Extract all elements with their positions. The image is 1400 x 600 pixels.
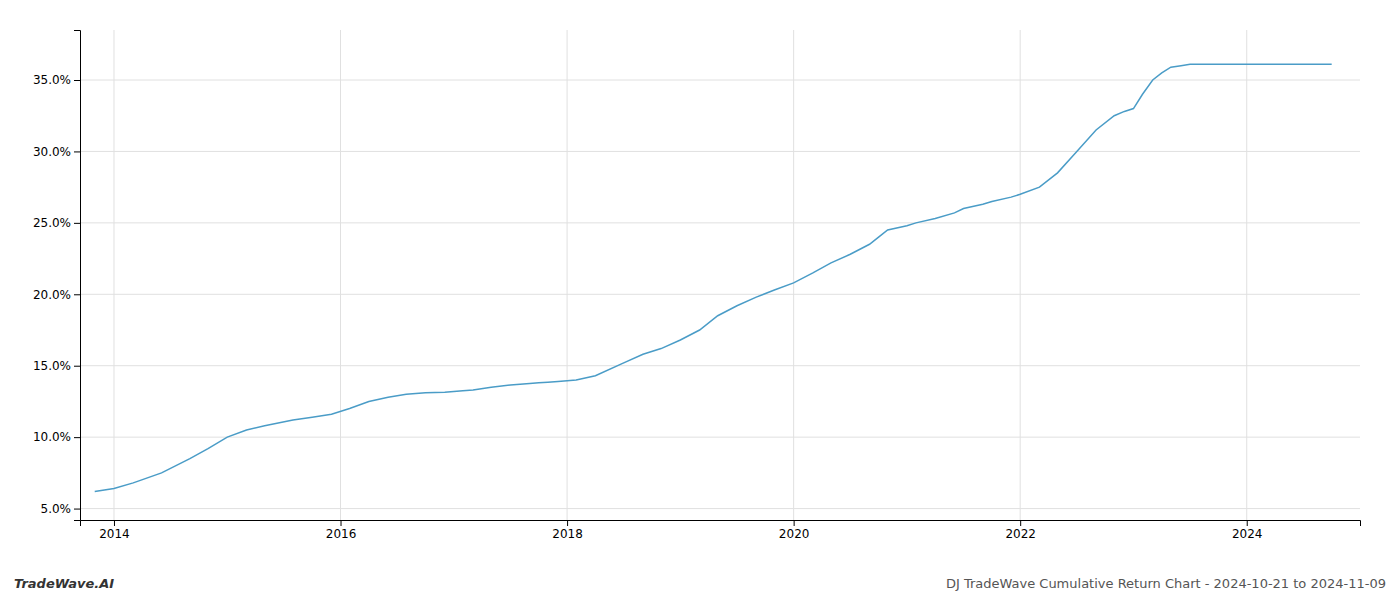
y-tick: 5.0% xyxy=(41,502,81,516)
footer-right: DJ TradeWave Cumulative Return Chart - 2… xyxy=(946,576,1386,591)
y-axis: 5.0% 10.0% 15.0% 20.0% 25.0% 30.0% 35.0% xyxy=(33,31,81,521)
y-tick-mark xyxy=(74,80,80,81)
x-tick: 2016 xyxy=(326,520,357,541)
y-tick: 30.0% xyxy=(33,145,80,159)
chart: 2014 2016 2018 2020 2022 2024 5.0% 10.0% 15.0% 20… xyxy=(0,0,1400,600)
y-tick-label: 10.0% xyxy=(33,430,71,444)
grid-line-y xyxy=(80,80,1360,81)
x-tick: 2020 xyxy=(779,520,810,541)
x-tick-label: 2024 xyxy=(1232,527,1263,541)
y-tick-label: 35.0% xyxy=(33,73,71,87)
x-tick-mark xyxy=(1247,520,1248,526)
grid-line-x xyxy=(1246,30,1247,520)
grid-line-x xyxy=(1020,30,1021,520)
line xyxy=(95,64,1332,491)
x-tick: 2014 xyxy=(99,520,130,541)
grid-line-x xyxy=(340,30,341,520)
footer-left: TradeWave.AI xyxy=(14,576,114,591)
grid-line-x xyxy=(567,30,568,520)
grid xyxy=(80,30,1360,520)
y-tick-mark xyxy=(74,366,80,367)
x-tick-label: 2022 xyxy=(1005,527,1036,541)
grid-line-y xyxy=(80,151,1360,152)
y-tick: 35.0% xyxy=(33,73,80,87)
grid-line-y xyxy=(80,437,1360,438)
grid-line-x xyxy=(793,30,794,520)
y-tick-mark xyxy=(74,437,80,438)
y-tick: 25.0% xyxy=(33,216,80,230)
x-tick: 2022 xyxy=(1005,520,1036,541)
x-tick: 2018 xyxy=(552,520,583,541)
x-tick-label: 2020 xyxy=(779,527,810,541)
y-tick-label: 15.0% xyxy=(33,359,71,373)
y-tick-label: 30.0% xyxy=(33,145,71,159)
y-tick: 15.0% xyxy=(33,359,80,373)
y-tick-mark xyxy=(74,509,80,510)
grid-line-y xyxy=(80,508,1360,509)
x-tick-mark xyxy=(567,520,568,526)
y-tick-mark xyxy=(74,151,80,152)
x-tick-mark xyxy=(341,520,342,526)
y-tick-label: 5.0% xyxy=(41,502,72,516)
x-tick-label: 2014 xyxy=(99,527,130,541)
x-tick-label: 2018 xyxy=(552,527,583,541)
grid-line-y xyxy=(80,365,1360,366)
x-tick-mark xyxy=(1020,520,1021,526)
marks xyxy=(95,64,1332,491)
y-tick-mark xyxy=(74,294,80,295)
x-tick-mark xyxy=(794,520,795,526)
grid-line-y xyxy=(80,294,1360,295)
x-axis: 2014 2016 2018 2020 2022 2024 xyxy=(81,520,1361,541)
grid-line-y xyxy=(80,222,1360,223)
y-tick-mark xyxy=(74,223,80,224)
y-tick: 20.0% xyxy=(33,288,80,302)
x-tick-label: 2016 xyxy=(326,527,357,541)
y-tick-label: 20.0% xyxy=(33,288,71,302)
x-tick-mark xyxy=(114,520,115,526)
y-tick-label: 25.0% xyxy=(33,216,71,230)
y-tick: 10.0% xyxy=(33,430,80,444)
x-tick: 2024 xyxy=(1232,520,1263,541)
y-axis-line xyxy=(74,31,81,521)
plot: 2014 2016 2018 2020 2022 2024 5.0% 10.0% 15.0% 20… xyxy=(33,30,1361,541)
grid-line-x xyxy=(113,30,114,520)
x-axis-line xyxy=(81,521,1361,527)
